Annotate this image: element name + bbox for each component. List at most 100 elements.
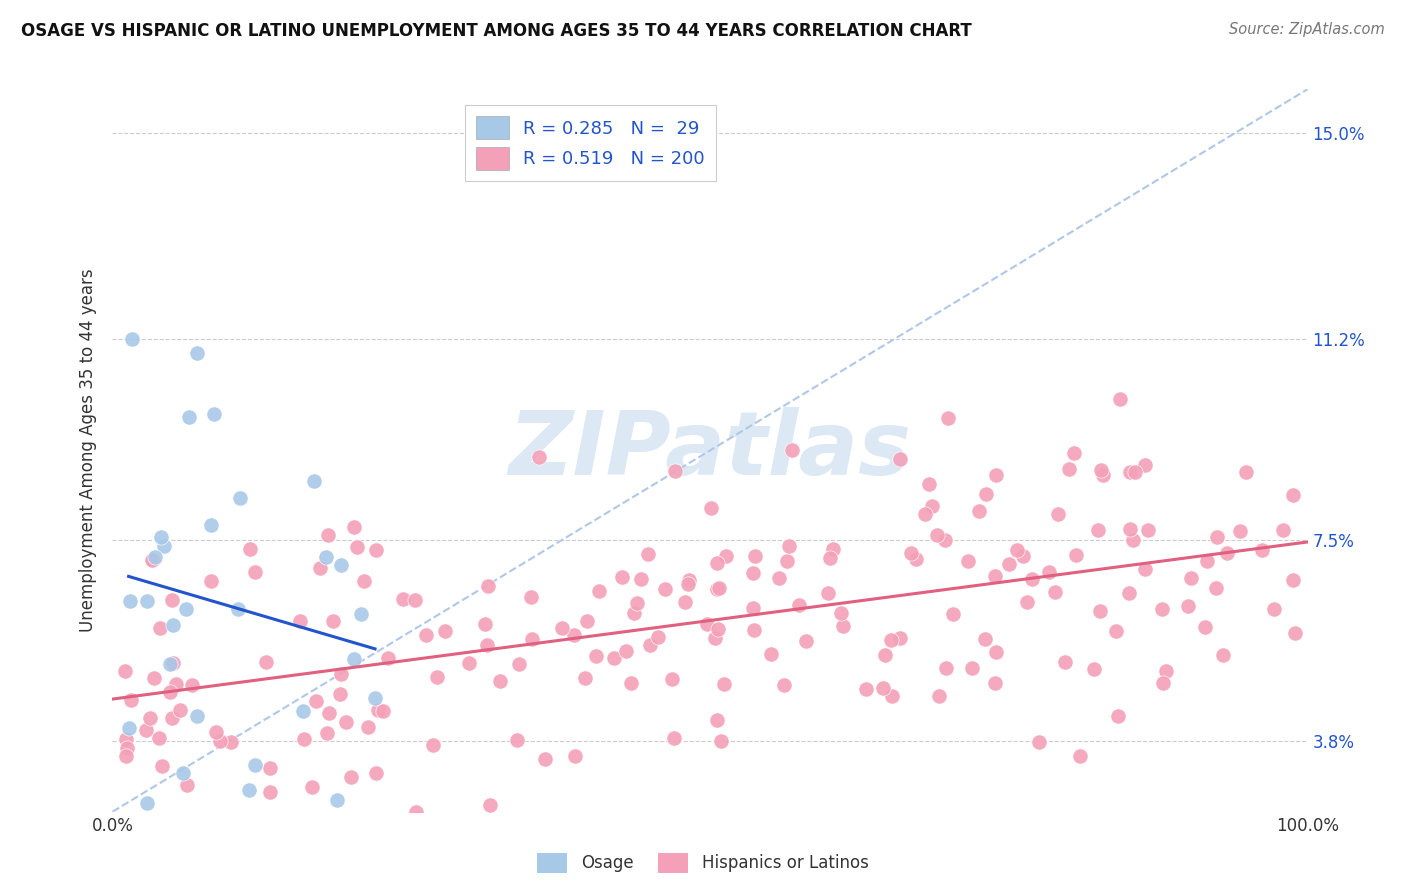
Point bbox=[1234, 465, 1257, 479]
Text: Source: ZipAtlas.com: Source: ZipAtlas.com bbox=[1229, 22, 1385, 37]
Point bbox=[889, 452, 911, 467]
Point bbox=[205, 724, 228, 739]
Point bbox=[714, 549, 737, 563]
Point bbox=[776, 554, 799, 568]
Point bbox=[873, 648, 896, 662]
Point bbox=[1028, 735, 1050, 749]
Point bbox=[221, 735, 243, 749]
Point bbox=[1150, 602, 1173, 616]
Point bbox=[820, 551, 842, 566]
Point bbox=[404, 593, 426, 607]
Point bbox=[934, 533, 956, 547]
Point bbox=[610, 570, 633, 584]
Point bbox=[160, 711, 183, 725]
Point bbox=[366, 543, 388, 558]
Point bbox=[1284, 626, 1306, 640]
Point bbox=[789, 598, 811, 612]
Point bbox=[662, 731, 685, 746]
Point bbox=[1205, 581, 1227, 595]
Point bbox=[254, 655, 277, 669]
Point bbox=[162, 617, 184, 632]
Point bbox=[1021, 572, 1043, 586]
Point bbox=[142, 553, 165, 567]
Point bbox=[148, 731, 170, 745]
Point bbox=[302, 474, 325, 488]
Point bbox=[239, 541, 262, 556]
Point bbox=[676, 577, 699, 591]
Point bbox=[1123, 465, 1146, 479]
Point bbox=[508, 657, 530, 671]
Point bbox=[744, 549, 766, 564]
Point bbox=[176, 601, 198, 615]
Point bbox=[974, 487, 997, 501]
Point bbox=[998, 558, 1021, 572]
Point bbox=[457, 656, 479, 670]
Point bbox=[1038, 566, 1060, 580]
Point bbox=[143, 549, 166, 564]
Point bbox=[1282, 573, 1305, 587]
Point bbox=[647, 630, 669, 644]
Point bbox=[574, 671, 596, 685]
Point bbox=[1282, 488, 1305, 502]
Point bbox=[309, 561, 332, 575]
Point bbox=[290, 614, 312, 628]
Point bbox=[159, 657, 181, 671]
Point bbox=[780, 443, 803, 458]
Point bbox=[229, 491, 252, 505]
Point bbox=[1137, 523, 1160, 537]
Point bbox=[153, 539, 176, 553]
Point bbox=[304, 694, 326, 708]
Legend: Osage, Hispanics or Latinos: Osage, Hispanics or Latinos bbox=[530, 847, 876, 880]
Point bbox=[208, 734, 231, 748]
Point bbox=[960, 661, 983, 675]
Point bbox=[159, 684, 181, 698]
Point bbox=[619, 676, 641, 690]
Point bbox=[114, 749, 136, 764]
Point bbox=[1069, 749, 1091, 764]
Point bbox=[318, 706, 340, 721]
Point bbox=[346, 540, 368, 554]
Point bbox=[1119, 465, 1142, 479]
Point bbox=[135, 723, 157, 738]
Point bbox=[243, 565, 266, 579]
Point bbox=[479, 797, 502, 812]
Point bbox=[343, 651, 366, 665]
Point bbox=[315, 549, 337, 564]
Point bbox=[1177, 599, 1199, 614]
Point bbox=[710, 734, 733, 748]
Point bbox=[1122, 533, 1144, 548]
Point bbox=[373, 704, 395, 718]
Point bbox=[1091, 468, 1114, 483]
Point bbox=[329, 558, 352, 573]
Point bbox=[329, 687, 352, 701]
Point bbox=[640, 638, 662, 652]
Point bbox=[678, 574, 700, 588]
Point bbox=[1194, 620, 1216, 634]
Point bbox=[900, 546, 922, 560]
Point bbox=[238, 783, 260, 797]
Point bbox=[392, 591, 415, 606]
Point bbox=[335, 714, 357, 729]
Point bbox=[1066, 549, 1088, 563]
Point bbox=[1263, 602, 1285, 616]
Point bbox=[226, 601, 249, 615]
Point bbox=[162, 656, 184, 670]
Point bbox=[149, 621, 172, 635]
Point bbox=[1197, 554, 1219, 568]
Point bbox=[1271, 524, 1294, 538]
Point bbox=[956, 554, 979, 568]
Point bbox=[200, 574, 222, 589]
Point bbox=[664, 464, 686, 478]
Point bbox=[165, 676, 187, 690]
Point bbox=[855, 682, 877, 697]
Point bbox=[1109, 392, 1132, 407]
Point bbox=[564, 748, 586, 763]
Point bbox=[1216, 546, 1239, 560]
Point bbox=[576, 615, 599, 629]
Point bbox=[831, 618, 853, 632]
Point bbox=[150, 530, 173, 544]
Point bbox=[343, 520, 366, 534]
Point bbox=[706, 713, 728, 727]
Point bbox=[626, 596, 648, 610]
Point bbox=[135, 593, 157, 607]
